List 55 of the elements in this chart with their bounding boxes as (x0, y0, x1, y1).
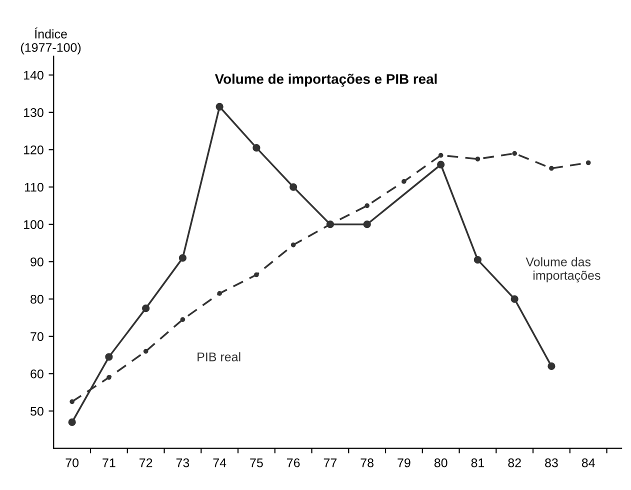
x-tick-label: 79 (398, 458, 410, 468)
point (68, 418, 76, 426)
point (216, 102, 224, 111)
x-tick-label: 72 (140, 458, 152, 468)
point (474, 256, 482, 264)
point (437, 160, 445, 168)
x-tick-label: 74 (213, 458, 226, 468)
x-tick-label: 81 (471, 458, 484, 468)
y-tick-label: 50 (30, 406, 44, 416)
x-tick-label: 71 (102, 458, 116, 468)
y-tick-label: 140 (24, 70, 44, 80)
point (105, 353, 113, 361)
y-tick-label: 110 (24, 182, 44, 192)
series-label: Volume das importações (526, 257, 600, 282)
y-axis-title: Índice (1977-100) (21, 27, 81, 54)
x-tick-label: 76 (287, 458, 300, 468)
point (254, 272, 259, 278)
point (180, 317, 186, 322)
x-tick-label: 78 (360, 458, 374, 468)
y-tick-label: 80 (30, 294, 44, 304)
point (142, 304, 150, 312)
point (217, 290, 222, 296)
x-tick-label: 83 (545, 458, 558, 468)
point (475, 156, 480, 162)
x-tick-label: 75 (250, 458, 263, 468)
point (364, 203, 370, 208)
point (438, 152, 444, 158)
point (290, 183, 298, 191)
x-tick-label: 77 (324, 458, 337, 468)
point (586, 160, 591, 166)
point (106, 374, 112, 380)
point (363, 220, 371, 228)
x-tick-label: 70 (66, 458, 79, 468)
y-tick-label: 90 (30, 257, 44, 266)
point (143, 348, 148, 354)
x-tick-label: 82 (508, 458, 521, 468)
point (70, 399, 75, 404)
y-tick-label: 70 (30, 332, 44, 341)
point (178, 254, 187, 262)
y-tick-label: 60 (30, 369, 44, 378)
x-tick-label: 80 (434, 458, 448, 468)
point (549, 166, 554, 171)
point (252, 144, 260, 152)
y-tick-label: 100 (24, 220, 44, 229)
point (548, 362, 556, 370)
text: PIB real (198, 352, 240, 362)
point (510, 295, 518, 303)
y-tick-label: 120 (24, 145, 44, 154)
x-tick-label: 73 (176, 458, 190, 468)
point (402, 178, 406, 184)
text: Volume de importações e PIB real (214, 74, 437, 87)
x-tick-label: 84 (582, 458, 595, 468)
point (290, 242, 296, 248)
point (512, 150, 518, 156)
y-tick-label: 130 (24, 108, 44, 117)
